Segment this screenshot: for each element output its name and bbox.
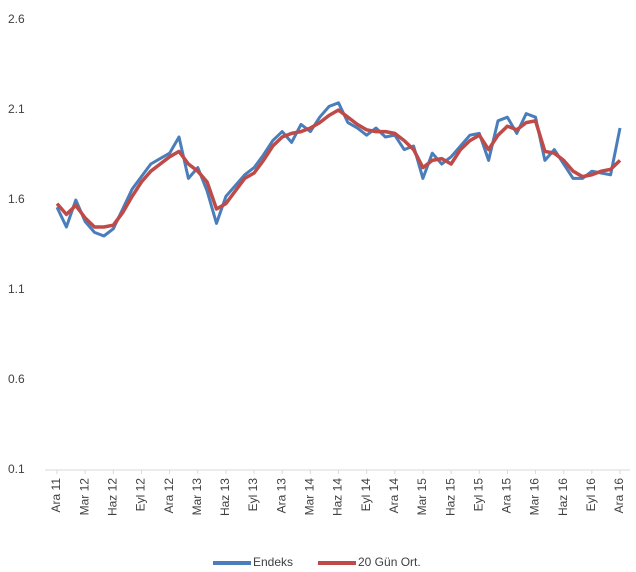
x-tick-label: Ara 14 [387,478,401,514]
x-tick-label: Ara 11 [49,478,63,513]
x-tick-label: Haz 12 [105,478,119,516]
x-tick-label: Haz 16 [556,478,570,516]
x-tick-label: Haz 15 [443,478,457,516]
x-tick-label: Ara 15 [500,478,514,514]
series-line [55,108,622,229]
x-tick-label: Mar 15 [415,478,429,516]
legend-label: Endeks [253,555,293,569]
x-tick-label: Mar 16 [528,478,542,516]
y-tick-label: 0.1 [8,462,25,476]
x-tick-label: Eyl 12 [134,478,148,512]
x-tick-label: Ara 12 [162,478,176,514]
x-tick-label: Haz 13 [218,478,232,516]
y-tick-label: 1.1 [8,282,25,296]
x-tick-label: Eyl 13 [246,478,260,512]
y-tick-label: 2.6 [8,12,25,26]
x-tick-label: Eyl 14 [359,478,373,512]
series-line [55,101,622,238]
y-tick-label: 1.6 [8,192,25,206]
x-tick-label: Mar 14 [303,478,317,516]
y-tick-label: 0.6 [8,372,25,386]
x-tick-label: Haz 14 [331,478,345,516]
x-tick-label: Ara 13 [274,478,288,514]
x-tick-label: Ara 16 [612,478,626,514]
x-tick-label: Eyl 15 [471,478,485,512]
x-tick-label: Mar 13 [190,478,204,516]
x-tick-label: Mar 12 [77,478,91,516]
x-tick-label: Eyl 16 [584,478,598,512]
y-tick-label: 2.1 [8,102,25,116]
legend-label: 20 Gün Ort. [358,555,421,569]
